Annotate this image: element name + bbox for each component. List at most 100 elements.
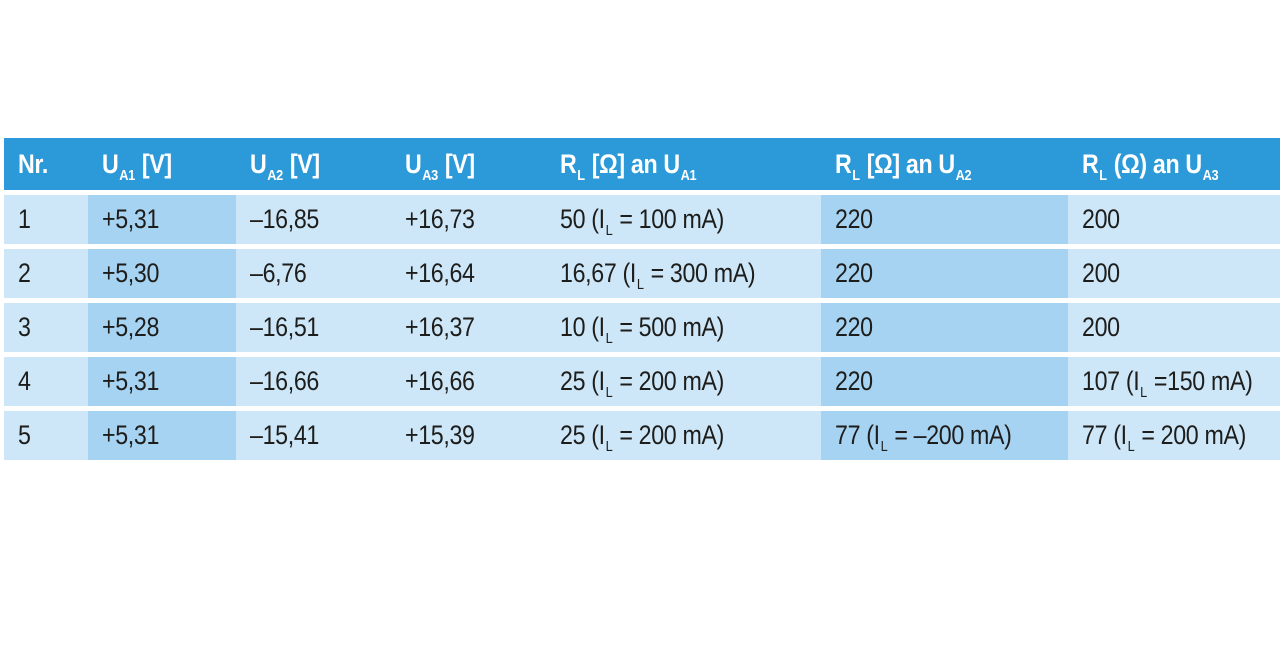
cell-text-part: = 100 mA) <box>613 204 725 234</box>
cell-value: 77 (IL = 200 mA) <box>1082 420 1247 455</box>
cell-text-part: 77 (I <box>835 420 880 450</box>
cell-text-part: 25 (I <box>560 420 605 450</box>
measurement-table: Nr. UA1 [V] UA2 [V] UA3 [V] RL [Ω] an UA1 RL … <box>4 138 1280 460</box>
cell-ua1: +5,31 <box>88 352 236 406</box>
table-row: 1 +5,31 –16,85 +16,73 50 (IL = 100 mA) 220 200 <box>4 190 1280 244</box>
header-subscript: L <box>852 167 860 184</box>
cell-value: –16,51 <box>250 312 319 342</box>
header-subscript: A3 <box>422 167 438 184</box>
cell-value: +5,31 <box>102 366 160 396</box>
column-header-label: RL [Ω] an UA1 <box>560 148 697 184</box>
table-row: 2 +5,30 –6,76 +16,64 16,67 (IL = 300 mA) 220 2… <box>4 244 1280 298</box>
column-header-ua3: UA3 [V] <box>391 138 546 190</box>
header-text: U <box>405 148 422 179</box>
cell-rl-ua3: 107 (IL =150 mA) <box>1068 352 1280 406</box>
header-subscript: A1 <box>119 167 135 184</box>
cell-value: 3 <box>18 312 31 342</box>
cell-value: +5,31 <box>102 420 160 450</box>
cell-rl-ua3: 200 <box>1068 244 1280 298</box>
table-row: 5 +5,31 –15,41 +15,39 25 (IL = 200 mA) 77 (IL… <box>4 406 1280 460</box>
column-header-nr: Nr. <box>4 138 88 190</box>
cell-text-part: 200 <box>1082 258 1120 288</box>
cell-rl-ua2: 220 <box>821 298 1068 352</box>
cell-value: +5,30 <box>102 258 160 288</box>
cell-text-part: 220 <box>835 366 873 396</box>
cell-ua3: +16,64 <box>391 244 546 298</box>
header-text: U <box>102 148 119 179</box>
header-text: U <box>250 148 267 179</box>
cell-nr: 1 <box>4 190 88 244</box>
cell-value: 220 <box>835 312 873 343</box>
header-text: (Ω) an U <box>1107 148 1202 179</box>
column-header-rl-ua3: RL (Ω) an UA3 <box>1068 138 1280 190</box>
cell-text-part: 107 (I <box>1082 366 1140 396</box>
header-subscript: L <box>577 167 585 184</box>
cell-rl-ua2: 220 <box>821 244 1068 298</box>
cell-ua1: +5,30 <box>88 244 236 298</box>
cell-text-part: 16,67 (I <box>560 258 637 288</box>
cell-value: 200 <box>1082 204 1120 235</box>
cell-ua3: +16,73 <box>391 190 546 244</box>
cell-text-part: = 200 mA) <box>1135 420 1247 450</box>
cell-ua1: +5,28 <box>88 298 236 352</box>
cell-rl-ua2: 220 <box>821 190 1068 244</box>
cell-ua2: –6,76 <box>236 244 391 298</box>
cell-value: –16,66 <box>250 366 319 396</box>
cell-value: +16,64 <box>405 258 475 288</box>
column-header-label: UA1 [V] <box>102 148 172 184</box>
column-header-label: RL [Ω] an UA2 <box>835 148 972 184</box>
column-header-label: UA2 [V] <box>250 148 320 184</box>
cell-ua2: –16,51 <box>236 298 391 352</box>
cell-subscript: L <box>1140 385 1147 402</box>
cell-value: +5,31 <box>102 204 160 234</box>
cell-text-part: 25 (I <box>560 366 605 396</box>
cell-value: 200 <box>1082 258 1120 289</box>
cell-text-part: 220 <box>835 258 873 288</box>
header-text: Nr. <box>18 148 48 179</box>
cell-subscript: L <box>605 385 613 402</box>
header-text: [Ω] an U <box>860 148 955 179</box>
column-header-label: Nr. <box>18 149 48 180</box>
header-text: [V] <box>135 148 172 179</box>
cell-value: 220 <box>835 204 873 235</box>
header-text: R <box>835 148 852 179</box>
table-body: 1 +5,31 –16,85 +16,73 50 (I L = 100 mA) 220 200… <box>4 190 1280 460</box>
cell-value: 16,67 (IL = 300 mA) <box>560 258 756 293</box>
header-subscript: A3 <box>1202 167 1219 184</box>
cell-value: 25 (IL = 200 mA) <box>560 366 725 401</box>
cell-value: +16,66 <box>405 366 475 396</box>
cell-rl-ua1: 10 (IL = 500 mA) <box>546 298 821 352</box>
table-row: 4 +5,31 –16,66 +16,66 25 (IL = 200 mA) 220 107… <box>4 352 1280 406</box>
header-text: R <box>1082 148 1099 179</box>
cell-value: 77 (IL = –200 mA) <box>835 420 1012 455</box>
header-text: [Ω] an U <box>585 148 680 179</box>
cell-subscript: L <box>880 439 888 456</box>
cell-rl-ua3: 200 <box>1068 190 1280 244</box>
cell-ua2: –16,66 <box>236 352 391 406</box>
column-header-rl-ua1: RL [Ω] an UA1 <box>546 138 821 190</box>
cell-text-part: = 200 mA) <box>613 366 725 396</box>
table-row: 3 +5,28 –16,51 +16,37 10 (IL = 500 mA) 220 200 <box>4 298 1280 352</box>
cell-text-part: 220 <box>835 204 873 234</box>
cell-value: +15,39 <box>405 420 475 450</box>
cell-rl-ua2: 77 (IL = –200 mA) <box>821 406 1068 460</box>
cell-text-part: = –200 mA) <box>888 420 1012 450</box>
cell-subscript: L <box>605 331 613 348</box>
header-subscript: L <box>1099 167 1107 184</box>
cell-value: 5 <box>18 420 31 450</box>
header-text: [V] <box>438 148 475 179</box>
cell-nr: 5 <box>4 406 88 460</box>
cell-nr: 2 <box>4 244 88 298</box>
cell-value: +16,37 <box>405 312 475 342</box>
header-subscript: A2 <box>955 167 972 184</box>
column-header-ua2: UA2 [V] <box>236 138 391 190</box>
cell-ua2: –16,85 <box>236 190 391 244</box>
cell-text-part: 77 (I <box>1082 420 1127 450</box>
cell-text-part: 200 <box>1082 312 1120 342</box>
cell-text-part: = 200 mA) <box>613 420 725 450</box>
cell-rl-ua1: 16,67 (IL = 300 mA) <box>546 244 821 298</box>
cell-value: 25 (IL = 200 mA) <box>560 420 725 455</box>
cell-ua1: +5,31 <box>88 406 236 460</box>
cell-text-part: 50 (I <box>560 204 605 234</box>
column-header-label: UA3 [V] <box>405 148 475 184</box>
